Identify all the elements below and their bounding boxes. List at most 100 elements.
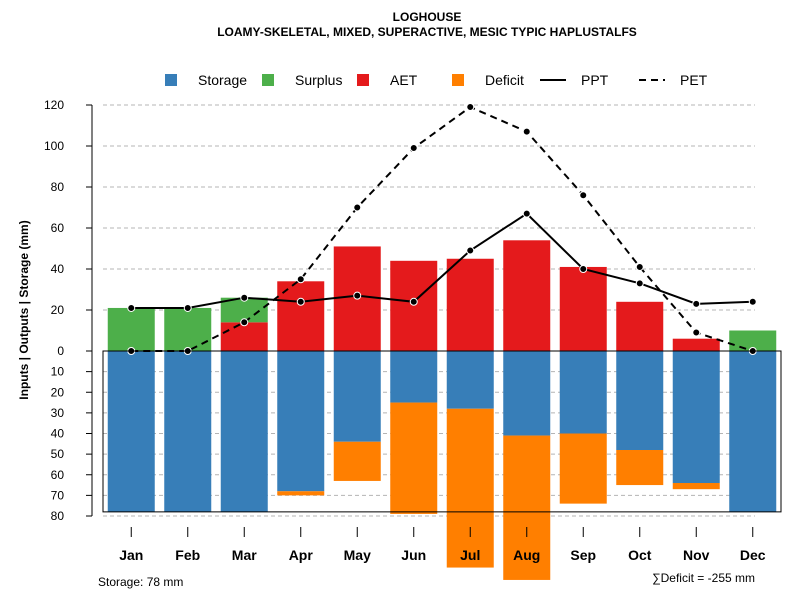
y-tick-label: 20 (51, 385, 65, 399)
pet-point (296, 275, 305, 284)
deficit-bar (446, 408, 494, 568)
ppt-point (296, 297, 305, 306)
legend-label-deficit: Deficit (485, 72, 524, 88)
pet-point (635, 262, 644, 271)
legend-swatch-storage (165, 74, 177, 86)
y-tick-label: 10 (51, 365, 65, 379)
pet-point (579, 191, 588, 200)
ppt-point (579, 265, 588, 273)
deficit-bar (390, 402, 438, 514)
y-tick-label: 80 (51, 509, 65, 523)
lines (127, 103, 757, 355)
x-tick-label: May (344, 547, 371, 563)
deficit-bar (559, 433, 607, 504)
legend: Storage Surplus AET Deficit PPT PET (165, 72, 708, 88)
aet-bar (220, 322, 268, 351)
deficit-bar (616, 450, 664, 486)
ppt-point (522, 209, 531, 218)
surplus-bar (220, 297, 268, 323)
storage-bar (672, 351, 720, 483)
storage-bar (107, 351, 155, 512)
ppt-point (635, 279, 644, 288)
surplus-bar (164, 307, 212, 351)
y-tick-label: 100 (44, 139, 64, 153)
storage-bar (277, 351, 325, 492)
storage-bar (220, 351, 268, 512)
y-tick-label: 40 (51, 262, 65, 276)
x-tick-label: Jul (460, 547, 480, 563)
pet-point (240, 318, 249, 327)
ppt-point (353, 291, 362, 300)
bars (107, 240, 777, 580)
x-tick-label: Dec (740, 547, 766, 563)
ppt-point (409, 297, 418, 306)
legend-label-storage: Storage (198, 72, 247, 88)
x-tick-label: Apr (289, 547, 314, 563)
legend-label-ppt: PPT (581, 72, 609, 88)
legend-swatch-surplus (262, 74, 274, 86)
x-tick-label: Feb (175, 547, 200, 563)
y-tick-label: 50 (51, 447, 65, 461)
ppt-point (748, 297, 757, 306)
aet-bar (390, 260, 438, 351)
legend-label-aet: AET (390, 72, 418, 88)
storage-bar (616, 351, 664, 450)
storage-footer: Storage: 78 mm (98, 575, 183, 589)
y-tick-label: 30 (51, 406, 65, 420)
aet-bar (616, 301, 664, 351)
chart-subtitle: LOAMY-SKELETAL, MIXED, SUPERACTIVE, MESI… (217, 25, 637, 39)
legend-label-surplus: Surplus (295, 72, 342, 88)
pet-point (353, 203, 362, 212)
x-tick-label: Sep (570, 547, 596, 563)
y-tick-label: 60 (51, 468, 65, 482)
deficit-bar (277, 491, 325, 496)
aet-bar (277, 281, 325, 351)
storage-bar (333, 351, 381, 442)
legend-swatch-deficit (452, 74, 464, 86)
deficit-bar (333, 441, 381, 481)
storage-bar (729, 351, 777, 512)
aet-bar (559, 266, 607, 351)
pet-point (522, 127, 531, 136)
x-tick-label: Jun (401, 547, 426, 563)
y-tick-label: 0 (57, 344, 64, 358)
pet-line (131, 105, 754, 352)
x-tick-label: Aug (513, 547, 540, 563)
ppt-point (183, 303, 192, 312)
y-tick-label: 60 (51, 221, 65, 235)
pet-point (692, 328, 701, 337)
deficit-bar (503, 435, 551, 580)
storage-bar (164, 351, 212, 512)
deficit-bar (672, 483, 720, 490)
x-tick-label: Jan (119, 547, 143, 563)
y-axis-title: Inputs | Outputs | Storage (mm) (17, 220, 31, 399)
storage-bar (446, 351, 494, 409)
ppt-point (466, 246, 475, 255)
storage-bar (390, 351, 438, 403)
x-tick-label: Nov (683, 547, 710, 563)
axes: 0 20 40 60 80 100 120 10 20 30 40 50 60 70 80 Jan Feb Mar… (44, 98, 782, 563)
chart-title: LOGHOUSE (393, 10, 462, 24)
aet-bar (446, 258, 494, 351)
pet-point (409, 144, 418, 153)
ppt-point (692, 299, 701, 308)
y-tick-label: 120 (44, 98, 64, 112)
aet-bar (503, 240, 551, 351)
y-tick-label: 80 (51, 180, 65, 194)
ppt-point (127, 303, 136, 312)
storage-bar (559, 351, 607, 434)
legend-swatch-aet (357, 74, 369, 86)
y-tick-label: 70 (51, 488, 65, 502)
y-tick-label: 20 (51, 303, 65, 317)
x-tick-label: Mar (232, 547, 257, 563)
deficit-footer: ∑Deficit = -255 mm (652, 571, 755, 585)
y-tick-label: 40 (51, 427, 65, 441)
ppt-line (131, 212, 753, 309)
x-tick-label: Oct (628, 547, 652, 563)
legend-label-pet: PET (680, 72, 708, 88)
surplus-bar (107, 307, 155, 351)
ppt-point (240, 293, 249, 302)
storage-bar (503, 351, 551, 436)
pet-point (466, 103, 475, 112)
